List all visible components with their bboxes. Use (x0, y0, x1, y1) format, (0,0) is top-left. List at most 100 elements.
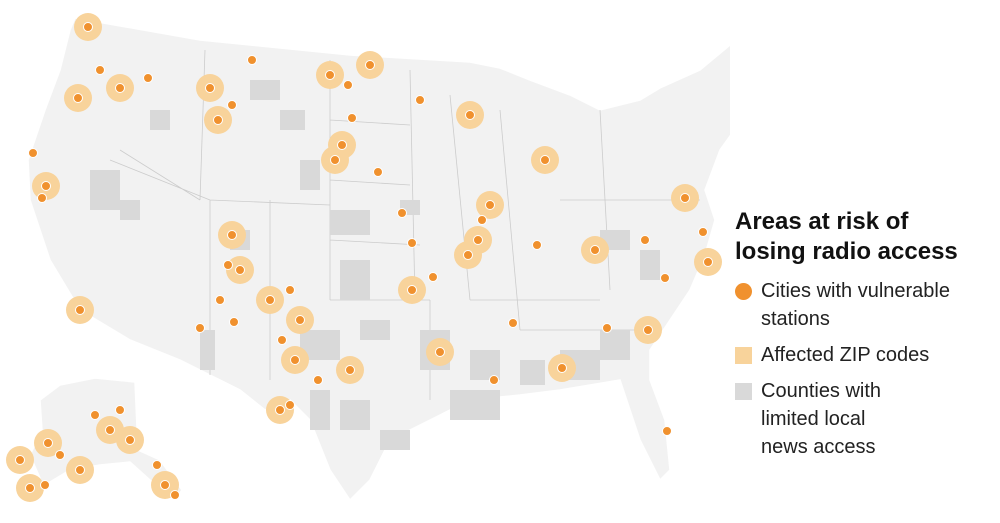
city (330, 155, 340, 165)
city (83, 22, 93, 32)
county (150, 110, 170, 130)
city (95, 65, 105, 75)
city (223, 260, 233, 270)
city (37, 193, 47, 203)
legend-item: Cities with vulnerable stations (735, 277, 985, 333)
city (75, 465, 85, 475)
city (15, 455, 25, 465)
city (143, 73, 153, 83)
legend-swatch (735, 347, 752, 364)
city (477, 215, 487, 225)
city (75, 305, 85, 315)
county (250, 80, 280, 100)
city (602, 323, 612, 333)
city (229, 317, 239, 327)
city (415, 95, 425, 105)
city (698, 227, 708, 237)
city (660, 273, 670, 283)
map (6, 13, 730, 502)
city (662, 426, 672, 436)
county (380, 430, 410, 450)
city (205, 83, 215, 93)
city (73, 93, 83, 103)
county (330, 210, 370, 235)
county (450, 390, 500, 420)
city (105, 425, 115, 435)
city (343, 80, 353, 90)
legend-label: Cities with vulnerable stations (761, 280, 950, 330)
city (115, 405, 125, 415)
legend-label: Counties with limited local news access (761, 380, 882, 458)
county (520, 360, 545, 385)
city (540, 155, 550, 165)
city (265, 295, 275, 305)
city (290, 355, 300, 365)
city (508, 318, 518, 328)
city (115, 83, 125, 93)
city (41, 181, 51, 191)
legend-swatch (735, 383, 752, 400)
city (463, 250, 473, 260)
city (373, 167, 383, 177)
city (195, 323, 205, 333)
city (90, 410, 100, 420)
city (170, 490, 180, 500)
city (213, 115, 223, 125)
city (680, 193, 690, 203)
county (340, 400, 370, 430)
city (215, 295, 225, 305)
city (489, 375, 499, 385)
city (40, 480, 50, 490)
city (125, 435, 135, 445)
city (465, 110, 475, 120)
county (280, 110, 305, 130)
legend-label: Affected ZIP codes (761, 344, 930, 366)
city (407, 285, 417, 295)
city (227, 100, 237, 110)
city (325, 70, 335, 80)
city (345, 365, 355, 375)
legend-swatch (735, 283, 752, 300)
city (295, 315, 305, 325)
city (397, 208, 407, 218)
city (337, 140, 347, 150)
city (227, 230, 237, 240)
city (28, 148, 38, 158)
city (247, 55, 257, 65)
city (703, 257, 713, 267)
city (43, 438, 53, 448)
county (90, 170, 120, 210)
city (235, 265, 245, 275)
county (310, 390, 330, 430)
city (485, 200, 495, 210)
county (360, 320, 390, 340)
county (120, 200, 140, 220)
city (428, 272, 438, 282)
legend-title: Areas at risk of losing radio access (735, 208, 958, 265)
state-borders (109, 49, 700, 400)
city (643, 325, 653, 335)
city (275, 405, 285, 415)
county (300, 160, 320, 190)
county (340, 260, 370, 300)
city (557, 363, 567, 373)
city (590, 245, 600, 255)
legend-item: Affected ZIP codes (735, 341, 985, 369)
city (435, 347, 445, 357)
city (160, 480, 170, 490)
county (600, 330, 630, 360)
city (285, 285, 295, 295)
city (313, 375, 323, 385)
city (277, 335, 287, 345)
city (55, 450, 65, 460)
county (200, 330, 215, 370)
county (470, 350, 500, 380)
city (365, 60, 375, 70)
city (640, 235, 650, 245)
city (285, 400, 295, 410)
legend: Areas at risk of losing radio access Cit… (735, 207, 985, 469)
legend-item: Counties with limited local news access (735, 377, 985, 461)
county (640, 250, 660, 280)
city (152, 460, 162, 470)
city (532, 240, 542, 250)
